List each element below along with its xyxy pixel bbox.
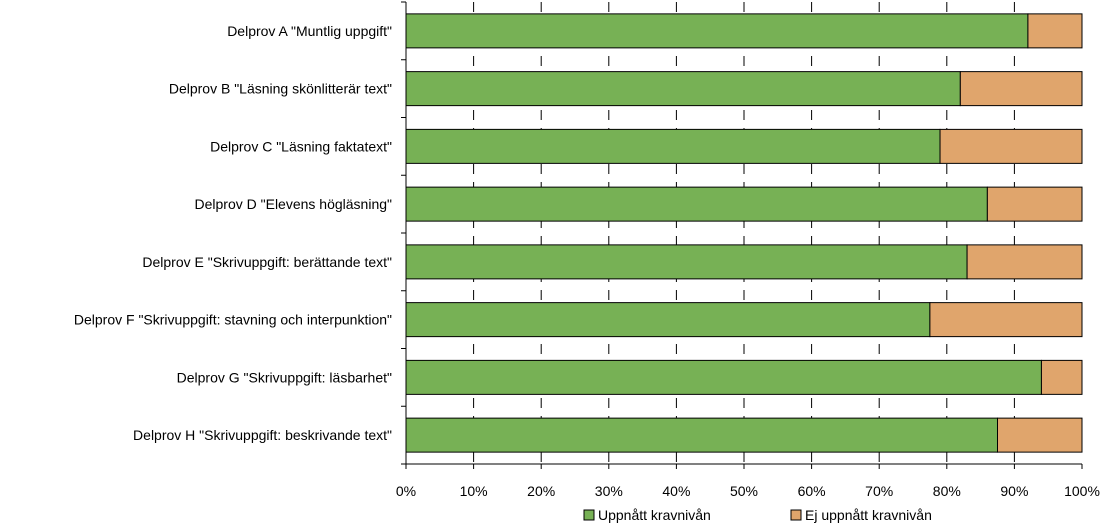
category-label: Delprov F "Skrivuppgift: stavning och in… [74, 312, 392, 328]
bar-ej-uppnatt [959, 71, 1083, 107]
bar-ej-uppnatt [939, 128, 1083, 164]
legend-label: Uppnått kravnivån [598, 507, 711, 523]
bar-uppnatt [405, 244, 968, 280]
x-tick-label: 70% [865, 483, 893, 499]
bar-ej-uppnatt [997, 417, 1083, 453]
x-tick-label: 90% [1000, 483, 1028, 499]
category-label: Delprov E "Skrivuppgift: berättande text… [142, 254, 392, 270]
bar-ej-uppnatt [929, 302, 1083, 338]
bar-ej-uppnatt [1027, 13, 1083, 49]
bar-uppnatt [405, 359, 1042, 395]
legend-swatch [790, 509, 802, 521]
bar-uppnatt [405, 71, 961, 107]
category-label: Delprov D "Elevens högläsning" [195, 196, 393, 212]
axes [401, 1, 1083, 469]
x-tick-label: 100% [1064, 483, 1100, 499]
bar-uppnatt [405, 13, 1029, 49]
bar-uppnatt [405, 417, 998, 453]
x-tick-label: 0% [396, 483, 416, 499]
x-tick-label: 60% [798, 483, 826, 499]
legend-label: Ej uppnått kravnivån [805, 507, 932, 523]
legend: Uppnått kravnivån Ej uppnått kravnivån [583, 507, 932, 523]
x-tick-label: 50% [730, 483, 758, 499]
legend-swatch [583, 509, 595, 521]
category-label: Delprov C "Läsning faktatext" [210, 138, 392, 154]
bar-ej-uppnatt [986, 186, 1083, 222]
category-label: Delprov G "Skrivuppgift: läsbarhet" [177, 369, 392, 385]
bar-ej-uppnatt [1040, 359, 1083, 395]
x-tick-label: 80% [933, 483, 961, 499]
x-tick-label: 10% [460, 483, 488, 499]
x-tick-label: 40% [662, 483, 690, 499]
x-tick-label: 30% [595, 483, 623, 499]
category-label: Delprov H "Skrivuppgift: beskrivande tex… [133, 427, 392, 443]
bar-ej-uppnatt [966, 244, 1083, 280]
bars [405, 13, 1083, 453]
category-label: Delprov A "Muntlig uppgift" [227, 23, 392, 39]
x-tick-label: 20% [527, 483, 555, 499]
bar-uppnatt [405, 302, 931, 338]
category-label: Delprov B "Läsning skönlitterär text" [169, 81, 392, 97]
labels: 0% 10% 20% 30% 40% 50% 60% 70% 80% 90% 100% Delprov… [74, 23, 1100, 499]
bar-uppnatt [405, 186, 988, 222]
bar-uppnatt [405, 128, 941, 164]
